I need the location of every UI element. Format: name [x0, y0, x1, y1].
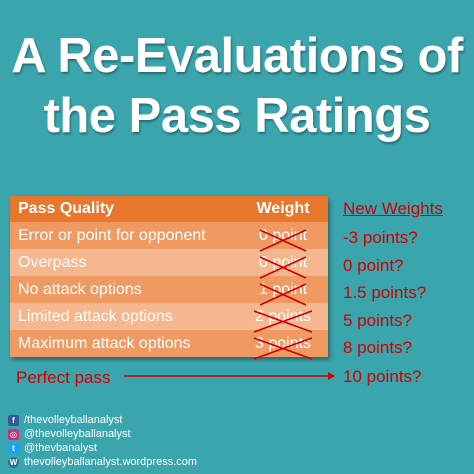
weight-value: 0 point [258, 226, 308, 244]
title-line-2: the Pass Ratings [43, 89, 431, 143]
new-weight-value: 1.5 points? [343, 283, 427, 302]
facebook-icon: f [8, 414, 19, 426]
title-line-1: A Re-Evaluations of [11, 29, 463, 83]
new-weight-value: 5 points? [343, 311, 412, 330]
new-weight-value: 0 point? [343, 256, 404, 275]
row-weight: 0 point [238, 226, 328, 252]
table-row: Error or point for opponent 0 point [10, 222, 328, 252]
perfect-pass-label: Perfect pass [16, 368, 111, 387]
row-quality: Maximum attack options [18, 334, 191, 352]
wordpress-icon: W [8, 456, 19, 468]
cross-out-icon [259, 255, 307, 279]
row-weight: 0 point [238, 253, 328, 279]
weight-value: 1 point [258, 280, 308, 298]
instagram-handle: @thevolleyballanalyst [24, 428, 131, 440]
header-pass-quality: Pass Quality [18, 200, 115, 217]
twitter-icon: t [8, 442, 19, 454]
row-quality: Error or point for opponent [18, 226, 206, 244]
header-weight: Weight [256, 200, 310, 217]
social-facebook[interactable]: f /thevolleyballanalyst [8, 414, 122, 426]
row-quality: Limited attack options [18, 307, 173, 325]
cross-out-icon [259, 228, 307, 252]
table-row: Limited attack options 2 points [10, 303, 328, 333]
social-twitter[interactable]: t @thevbanalyst [8, 442, 97, 454]
pass-quality-table: Pass Quality Weight Error or point for o… [10, 196, 328, 360]
cross-out-icon [253, 309, 313, 333]
table-row: No attack options 1 point [10, 276, 328, 306]
facebook-handle: /thevolleyballanalyst [24, 414, 123, 426]
social-instagram[interactable]: ◎ @thevolleyballanalyst [8, 428, 131, 440]
table-header-row: Pass Quality Weight [10, 196, 328, 222]
weight-value: 0 point [258, 253, 308, 271]
cross-out-icon [253, 336, 313, 360]
table-row: Overpass 0 point [10, 249, 328, 279]
wordpress-url: thevolleyballanalyst.wordpress.com [24, 456, 198, 468]
row-weight: 2 points [238, 307, 328, 333]
new-weight-value: 10 points? [343, 367, 422, 386]
new-weights-heading: New Weights [343, 199, 443, 218]
instagram-icon: ◎ [8, 428, 19, 440]
row-weight: 1 point [238, 280, 328, 306]
cross-out-icon [259, 282, 307, 306]
weight-value: 2 points [254, 307, 312, 325]
weight-value: 3 points [254, 334, 312, 352]
row-quality: No attack options [18, 280, 142, 298]
arrow-right-icon [124, 372, 335, 380]
social-wordpress[interactable]: W thevolleyballanalyst.wordpress.com [8, 456, 197, 468]
new-weight-value: 8 points? [343, 338, 412, 357]
twitter-handle: @thevbanalyst [24, 442, 97, 454]
row-quality: Overpass [18, 253, 87, 271]
row-weight: 3 points [238, 334, 328, 360]
table-row: Maximum attack options 3 points [10, 330, 328, 360]
new-weight-value: -3 points? [343, 228, 418, 247]
